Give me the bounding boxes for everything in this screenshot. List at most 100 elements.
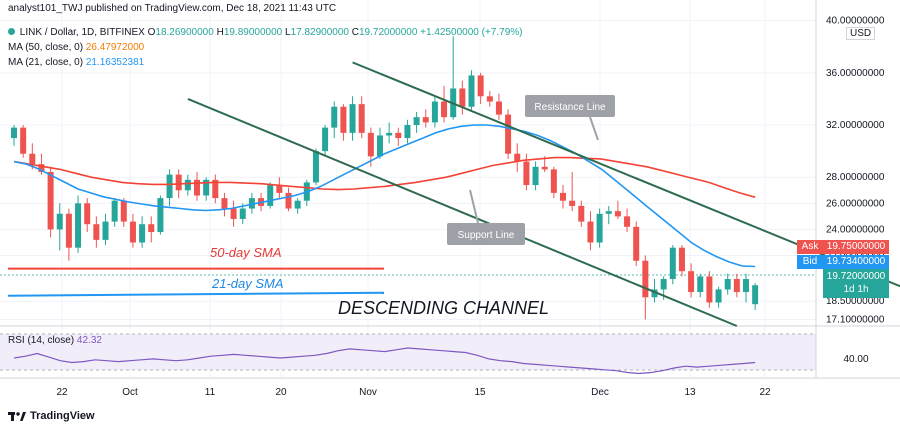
time-axis-tick: Oct: [122, 387, 138, 398]
support-line-callout: Support Line: [447, 189, 525, 245]
candle-body: [505, 114, 512, 154]
candle-body: [651, 289, 658, 298]
time-axis-tick: 13: [684, 387, 696, 398]
rsi-label: RSI (14, close): [8, 335, 75, 346]
ma21-line[interactable]: [13, 124, 756, 268]
ma50-value: 26.47972000: [85, 42, 145, 53]
time-axis-tick: Dec: [591, 387, 609, 398]
candle-body: [386, 132, 393, 136]
legend-dot-icon: [8, 28, 15, 35]
ohlc-low-label: L: [285, 27, 291, 38]
sma50-annotation: 50-day SMA: [210, 245, 282, 260]
time-axis-tick: 11: [205, 387, 216, 398]
bar-countdown: 1d 1h: [843, 284, 869, 295]
time-axis-tick: 22: [56, 387, 68, 398]
support-line-label: Support Line: [458, 230, 515, 241]
ohlc-close: 19.72000000: [358, 27, 418, 38]
candle-body: [230, 208, 237, 219]
ask-price-tag: 19.75000000: [823, 240, 889, 254]
candle-body: [75, 203, 82, 248]
candle-body: [569, 200, 576, 206]
time-axis-tick: Nov: [359, 387, 377, 398]
ask-tag-label: Ask: [797, 240, 823, 254]
footer-brand: TradingView: [30, 410, 95, 422]
price-axis-tick: 32.00000000: [826, 120, 885, 131]
candle-body: [633, 226, 640, 261]
last-price-tag: 19.72000000 1d 1h: [823, 269, 889, 298]
candle-body: [102, 221, 109, 240]
candle-body: [93, 224, 100, 240]
candle-body: [38, 164, 45, 172]
candle-body: [560, 192, 566, 201]
candle-body: [752, 285, 759, 305]
price-axis-tick: 28.00000000: [826, 172, 885, 183]
rsi-legend[interactable]: RSI (14, close) 42.32: [8, 335, 102, 346]
sma21-annotation: 21-day SMA: [211, 276, 284, 291]
resistance-line-label: Resistance Line: [534, 102, 606, 113]
candle-body: [596, 213, 603, 243]
time-axis-tick: 20: [275, 387, 287, 398]
tradingview-footer[interactable]: TradingView: [8, 410, 95, 422]
rsi-axis-tick: 40.00: [823, 353, 889, 367]
candle-body: [486, 96, 493, 102]
currency-label[interactable]: USD: [846, 27, 876, 40]
chart-grid: [0, 0, 816, 378]
symbol-legend[interactable]: LINK / Dollar, 1D, BITFINEX O18.26900000…: [8, 27, 522, 38]
candle-body: [285, 192, 292, 209]
support-trendline[interactable]: [187, 97, 738, 327]
ma21-legend[interactable]: MA (21, close, 0) 21.16352381: [8, 57, 144, 68]
candle-body: [29, 153, 36, 165]
candle-body: [395, 132, 402, 139]
time-axis-tick: 15: [474, 387, 486, 398]
candle-body: [587, 221, 594, 243]
sma21-level-line[interactable]: [7, 291, 385, 297]
ohlc-change: +1.42500000 (+7.79%): [420, 27, 523, 38]
candle-body: [459, 88, 466, 107]
ma50-legend[interactable]: MA (50, close, 0) 26.47972000: [8, 42, 144, 53]
candle-body: [550, 169, 557, 193]
candle-body: [111, 200, 118, 222]
candle-body: [678, 247, 685, 272]
price-axis-tick: 24.00000000: [826, 224, 885, 235]
candle-body: [248, 198, 255, 209]
bid-tag-label: Bid: [797, 255, 823, 269]
candle-body: [660, 279, 667, 290]
candle-body: [404, 125, 411, 139]
ohlc-high-label: H: [216, 27, 224, 38]
ma50-line[interactable]: [13, 156, 756, 198]
price-axis-tick: 40.00000000: [826, 16, 885, 27]
candle-body: [532, 166, 539, 186]
time-axis-tick: 22: [759, 387, 771, 398]
price-axis-tick: 26.00000000: [826, 198, 885, 209]
candle-body: [11, 127, 17, 139]
candle-body: [276, 185, 283, 193]
candle-body: [431, 101, 438, 123]
candle-body: [84, 203, 91, 225]
candle-body: [477, 75, 484, 97]
ma50-label: MA (50, close, 0): [8, 42, 84, 53]
rsi-line[interactable]: [13, 347, 756, 375]
candle-body: [157, 198, 164, 233]
candle-body: [47, 172, 54, 230]
candle-body: [349, 104, 356, 133]
candle-body: [578, 205, 585, 222]
candle-body: [688, 271, 695, 293]
candle-body: [377, 135, 383, 157]
ohlc-open: 18.26900000: [155, 27, 214, 38]
candle-body: [148, 224, 155, 233]
ohlc-close-label: C: [351, 27, 359, 38]
candle-body: [65, 213, 72, 248]
candle-body: [129, 221, 136, 243]
symbol-name[interactable]: LINK / Dollar, 1D, BITFINEX: [19, 27, 145, 38]
price-axis-tick: 17.10000000: [826, 314, 885, 325]
candle-body: [514, 153, 521, 162]
candle-body: [642, 260, 649, 298]
candle-body: [221, 198, 228, 209]
rsi-value: 42.32: [76, 335, 102, 346]
candle-body: [697, 276, 704, 293]
candle-body: [184, 179, 191, 191]
candle-body: [212, 179, 219, 199]
candle-body: [239, 208, 246, 219]
last-price-value: 19.72000000: [826, 271, 886, 282]
